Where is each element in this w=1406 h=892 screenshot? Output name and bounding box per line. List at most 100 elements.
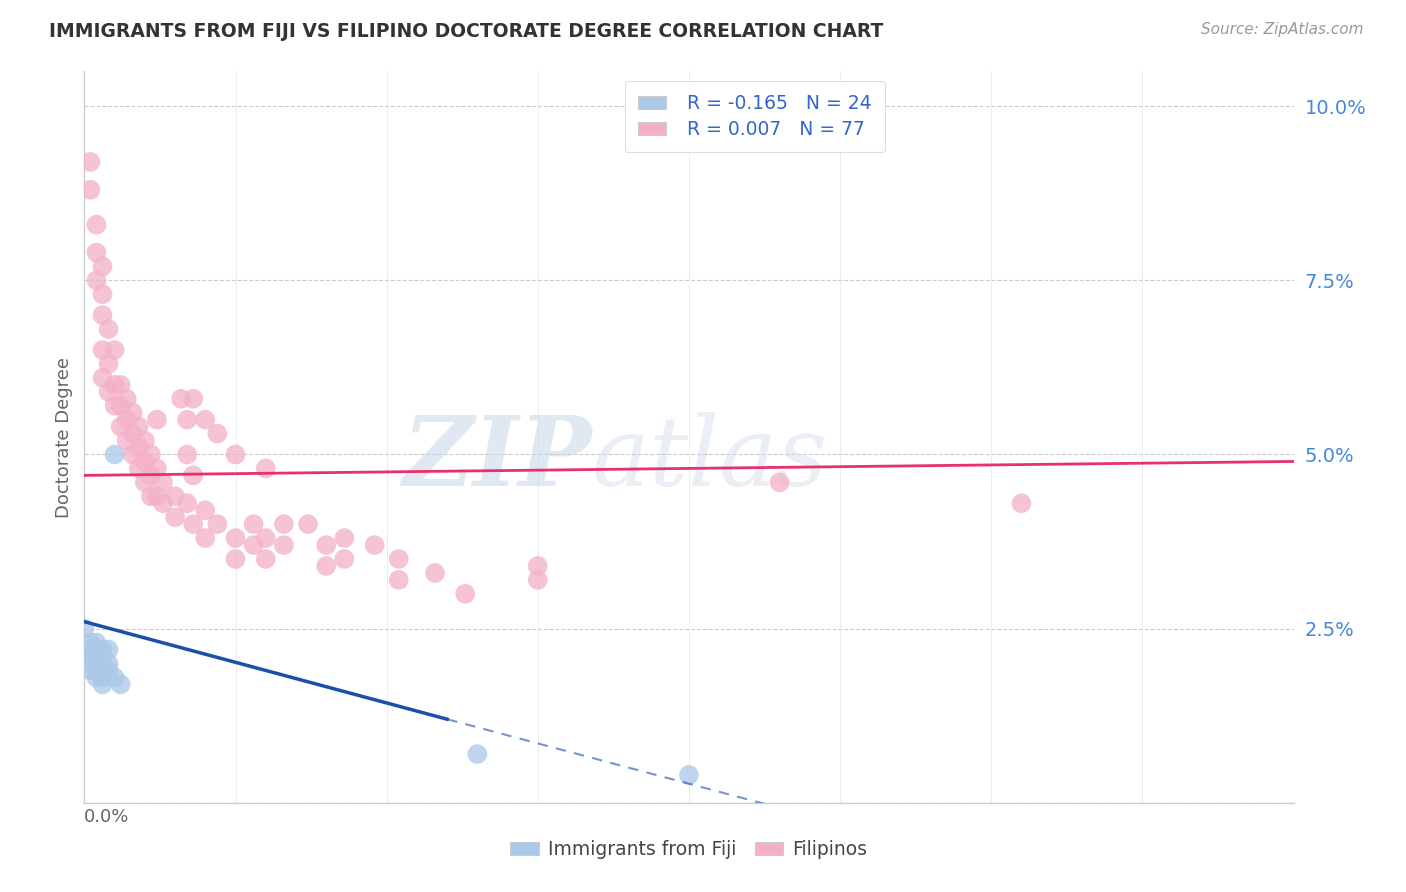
Point <box>242 517 264 532</box>
Point <box>134 475 156 490</box>
Point <box>91 308 114 322</box>
Point <box>363 538 385 552</box>
Point <box>104 448 127 462</box>
Point <box>315 538 337 552</box>
Point <box>423 566 446 580</box>
Point <box>97 384 120 399</box>
Point <box>110 377 132 392</box>
Point <box>297 517 319 532</box>
Point <box>165 510 187 524</box>
Point <box>527 558 550 573</box>
Point <box>91 371 114 385</box>
Point <box>110 399 132 413</box>
Point <box>121 448 143 462</box>
Point <box>91 649 114 664</box>
Point <box>388 573 411 587</box>
Point <box>139 468 162 483</box>
Point <box>139 448 162 462</box>
Point <box>146 412 169 426</box>
Point <box>86 273 108 287</box>
Point <box>91 287 114 301</box>
Legend: Immigrants from Fiji, Filipinos: Immigrants from Fiji, Filipinos <box>503 832 875 866</box>
Point <box>146 461 169 475</box>
Point <box>79 642 101 657</box>
Point <box>79 649 101 664</box>
Point <box>79 657 101 671</box>
Point <box>79 183 101 197</box>
Point <box>97 664 120 678</box>
Point <box>86 642 108 657</box>
Point <box>207 517 229 532</box>
Text: Source: ZipAtlas.com: Source: ZipAtlas.com <box>1201 22 1364 37</box>
Point <box>194 531 217 545</box>
Y-axis label: Doctorate Degree: Doctorate Degree <box>55 357 73 517</box>
Point <box>97 322 120 336</box>
Point <box>104 343 127 357</box>
Point <box>110 677 132 691</box>
Point <box>165 489 187 503</box>
Point <box>254 461 277 475</box>
Text: atlas: atlas <box>592 412 828 506</box>
Point <box>225 552 247 566</box>
Point <box>388 552 411 566</box>
Point <box>79 155 101 169</box>
Point <box>146 489 169 503</box>
Point <box>254 531 277 545</box>
Point <box>97 657 120 671</box>
Point <box>128 419 150 434</box>
Point <box>176 496 198 510</box>
Point <box>134 454 156 468</box>
Point <box>225 448 247 462</box>
Point <box>97 642 120 657</box>
Point <box>115 412 138 426</box>
Point <box>170 392 193 406</box>
Point <box>91 260 114 274</box>
Point <box>73 622 96 636</box>
Point <box>121 426 143 441</box>
Point <box>242 538 264 552</box>
Point <box>273 538 295 552</box>
Point <box>1011 496 1033 510</box>
Point <box>181 392 204 406</box>
Point <box>194 503 217 517</box>
Point <box>194 412 217 426</box>
Point <box>86 245 108 260</box>
Point <box>86 218 108 232</box>
Point <box>97 357 120 371</box>
Point <box>128 461 150 475</box>
Point <box>91 677 114 691</box>
Point <box>115 392 138 406</box>
Point <box>104 399 127 413</box>
Point <box>454 587 477 601</box>
Point <box>273 517 295 532</box>
Point <box>91 664 114 678</box>
Point <box>104 670 127 684</box>
Point <box>207 426 229 441</box>
Text: IMMIGRANTS FROM FIJI VS FILIPINO DOCTORATE DEGREE CORRELATION CHART: IMMIGRANTS FROM FIJI VS FILIPINO DOCTORA… <box>49 22 883 41</box>
Point <box>678 768 700 782</box>
Point <box>86 664 108 678</box>
Point <box>176 448 198 462</box>
Point <box>527 573 550 587</box>
Point <box>134 434 156 448</box>
Point <box>110 419 132 434</box>
Point <box>86 649 108 664</box>
Point <box>121 406 143 420</box>
Point <box>91 642 114 657</box>
Text: ZIP: ZIP <box>402 412 592 506</box>
Point <box>333 531 356 545</box>
Point <box>115 434 138 448</box>
Point <box>467 747 489 761</box>
Point <box>152 475 174 490</box>
Point <box>139 489 162 503</box>
Point <box>225 531 247 545</box>
Point <box>104 377 127 392</box>
Point <box>91 343 114 357</box>
Point <box>86 635 108 649</box>
Point <box>181 517 204 532</box>
Point <box>79 664 101 678</box>
Text: 0.0%: 0.0% <box>84 808 129 826</box>
Point <box>254 552 277 566</box>
Point <box>333 552 356 566</box>
Point <box>86 670 108 684</box>
